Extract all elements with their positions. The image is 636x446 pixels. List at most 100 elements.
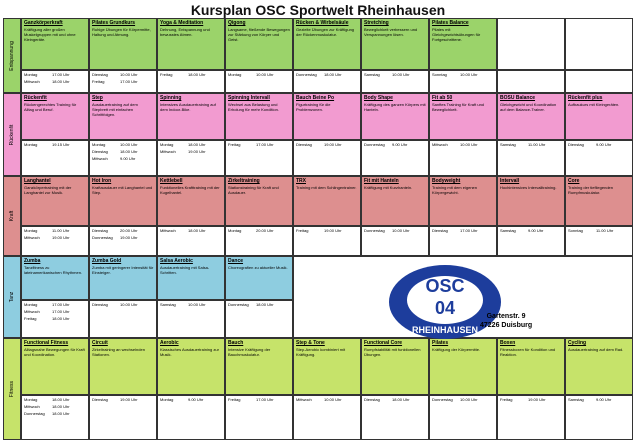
- page-title: Kursplan OSC Sportwelt Rheinhausen: [190, 2, 446, 18]
- time: 9.00 Uhr: [528, 228, 544, 233]
- time: 20.00 Uhr: [120, 228, 138, 233]
- logo-bottom: 04: [435, 298, 455, 318]
- time-row: Sonntag 10.00 Uhr: [432, 72, 494, 78]
- course-info: Hot Iron Kraftausdauer mit Langhantel und…: [89, 176, 157, 226]
- address-line: 47226 Duisburg: [480, 322, 533, 329]
- section-label-text: Tanz: [9, 291, 15, 303]
- course-info: Salsa Aerobic Ausdauertraining mit Salsa-…: [157, 256, 225, 300]
- time: 10.00 Uhr: [120, 142, 138, 147]
- day: Montag: [24, 72, 38, 77]
- course-info: Langhantel Ganzkörpertraining mit der Lan…: [21, 176, 89, 226]
- day: Donnerstag: [364, 142, 385, 147]
- time-row: Freitag 17.00 Uhr: [92, 79, 154, 85]
- section-label-text: Fitness: [9, 380, 15, 398]
- time: 17.00 Uhr: [256, 397, 274, 402]
- course-info: Circuit Zirkeltraining an wechselnden Sta…: [89, 338, 157, 395]
- course-times: Dienstag 10.00 Uhr Freitag 17.00 Uhr: [89, 70, 157, 93]
- course-times: Dienstag 17.00 Uhr: [429, 226, 497, 256]
- course-title: Rücken & Wirbelsäule: [296, 20, 349, 26]
- course-description: Kräftigung aller großen Muskelgruppen mi…: [24, 27, 76, 42]
- time: 18.00 Uhr: [188, 142, 206, 147]
- time: 9.00 Uhr: [392, 142, 408, 147]
- course-times: Donnerstag 18.00 Uhr: [225, 300, 293, 338]
- time-row: Freitag 19.00 Uhr: [296, 228, 358, 234]
- day: Montag: [24, 397, 38, 402]
- day: Mittwoch: [24, 309, 40, 314]
- course-description: Intensives Ausdauertraining auf dem Indo…: [160, 102, 216, 112]
- course-title: Langhantel: [24, 178, 51, 184]
- time-row: Dienstag 19.00 Uhr: [92, 397, 154, 403]
- course-info: Yoga & Meditation Dehnung, Entspannung un…: [157, 18, 225, 70]
- day: Mittwoch: [296, 397, 312, 402]
- course-times: Sonntag 10.00 Uhr: [429, 70, 497, 93]
- time: 11.00 Uhr: [528, 142, 546, 147]
- course-description: Dehnung, Entspannung und bewusstes Atmen…: [160, 27, 210, 37]
- course-info: Zirkeltraining Stationstraining für Kraft…: [225, 176, 293, 226]
- course-description: Training mit dem Schlingentrainer.: [296, 185, 357, 190]
- time-row: Montag 9.00 Uhr: [160, 397, 222, 403]
- time: 18.00 Uhr: [120, 149, 138, 154]
- section-label: Kraft: [3, 176, 21, 256]
- course-title: Zumba: [24, 258, 41, 264]
- course-title: Ganzkörperkraft: [24, 20, 63, 26]
- day: Mittwoch: [24, 235, 40, 240]
- course-description: Funktionelles Krafttraining mit der Kuge…: [160, 185, 220, 195]
- time: 11.00 Uhr: [596, 228, 614, 233]
- course-info: Bauch Beine Po Figurtraining für die Prob…: [293, 93, 361, 140]
- course-description: Gleichgewicht und Koordination auf dem B…: [500, 102, 557, 112]
- day: Sonntag: [432, 72, 447, 77]
- course-times: Montag 18.00 Uhr Mittwoch 18.00 Uhr Donnerst…: [21, 395, 89, 440]
- course-info: Pilates Kräftigung der Körpermitte.: [429, 338, 497, 395]
- course-title: TRX: [296, 178, 306, 184]
- course-description: Klassisches Ausdauertraining zur Musik.: [160, 347, 219, 357]
- time-row: Dienstag 17.00 Uhr: [432, 228, 494, 234]
- course-title: Functional Fitness: [24, 340, 69, 346]
- course-times: Freitag 19.00 Uhr: [497, 395, 565, 440]
- course-times: Montag 20.00 Uhr: [225, 226, 293, 256]
- day: Samstag: [500, 228, 516, 233]
- course-title: Pilates Balance: [432, 20, 469, 26]
- course-times: Freitag 17.00 Uhr: [225, 395, 293, 440]
- day: Samstag: [160, 302, 176, 307]
- course-times: Samstag 9.00 Uhr: [497, 226, 565, 256]
- day: Donnerstag: [364, 228, 385, 233]
- day: Montag: [160, 397, 174, 402]
- course-description: Kraftausdauer mit Langhantel und Step.: [92, 185, 153, 195]
- course-info: Kettlebell Funktionelles Krafttraining mi…: [157, 176, 225, 226]
- time-row: Freitag 19.00 Uhr: [500, 397, 562, 403]
- course-info: Aerobic Klassisches Ausdauertraining zur …: [157, 338, 225, 395]
- course-info: Rückenfit Rückengerechtes Training für Al…: [21, 93, 89, 140]
- course-times: Montag 10.00 Uhr: [225, 70, 293, 93]
- day: Freitag: [160, 72, 173, 77]
- time: 9.00 Uhr: [188, 397, 204, 402]
- day: Montag: [24, 228, 38, 233]
- course-title: Spinning: [160, 95, 182, 101]
- day: Sonntag: [568, 228, 583, 233]
- time: 19.00 Uhr: [324, 228, 342, 233]
- course-times: Dienstag 19.00 Uhr: [293, 140, 361, 176]
- course-title: Circuit: [92, 340, 108, 346]
- course-times: Mittwoch 10.00 Uhr: [293, 395, 361, 440]
- course-info: Zumba Tanzfitness zu lateinamerikanischen…: [21, 256, 89, 300]
- time: 18.00 Uhr: [392, 397, 410, 402]
- course-times: Montag 19.15 Uhr: [21, 140, 89, 176]
- course-description: Ausdauertraining mit Salsa-Schritten.: [160, 265, 210, 275]
- time: 18.00 Uhr: [256, 302, 274, 307]
- time: 20.00 Uhr: [256, 228, 274, 233]
- course-title: Dance: [228, 258, 244, 264]
- course-info: Pilates Grundkurs Ruhige Übungen für Körp…: [89, 18, 157, 70]
- course-title: Functional Core: [364, 340, 403, 346]
- course-info: Qigong Langsame, fließende Bewegungen zur…: [225, 18, 293, 70]
- time-row: Montag 19.15 Uhr: [24, 142, 86, 148]
- course-description: Intensive Kräftigung der Bauchmuskulatur…: [228, 347, 271, 357]
- course-times: Montag 9.00 Uhr: [157, 395, 225, 440]
- time-row: Mittwoch 19.00 Uhr: [160, 149, 222, 155]
- time: 10.00 Uhr: [324, 397, 342, 402]
- day: Freitag: [24, 316, 37, 321]
- course-times: Montag 17.00 Uhr Mittwoch 17.00 Uhr Freitag 1…: [21, 300, 89, 338]
- course-title: Aerobic: [160, 340, 179, 346]
- day: Mittwoch: [24, 404, 40, 409]
- course-description: Choreografien zu aktueller Musik.: [228, 265, 288, 270]
- course-description: Kräftigung der Körpermitte.: [432, 347, 481, 352]
- course-title: Spinning Intervall: [228, 95, 270, 101]
